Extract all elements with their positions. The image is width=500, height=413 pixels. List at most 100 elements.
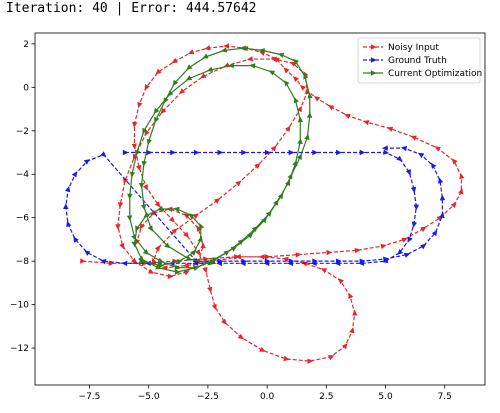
data-point-marker (283, 67, 290, 74)
data-point-marker (227, 62, 235, 69)
data-point-marker (313, 96, 321, 102)
data-point-marker (193, 265, 200, 271)
legend-item: Noisy Input (363, 43, 439, 53)
data-point-marker (273, 199, 279, 206)
data-point-marker (66, 220, 72, 228)
data-point-marker (100, 151, 107, 158)
data-point-marker (312, 149, 319, 156)
data-point-marker (303, 73, 309, 80)
data-point-marker (270, 56, 277, 62)
data-point-marker (277, 192, 284, 200)
legend-swatch-marker (370, 44, 377, 50)
data-point-marker (155, 68, 162, 75)
legend-swatch-marker (370, 57, 377, 63)
data-point-marker (134, 149, 141, 156)
data-point-marker (207, 286, 213, 293)
data-point-marker (157, 257, 164, 263)
data-point-marker (349, 327, 355, 334)
data-point-marker (209, 259, 216, 265)
data-point-marker (306, 111, 313, 118)
data-point-marker (283, 80, 290, 87)
data-point-marker (143, 212, 150, 218)
data-point-marker (254, 163, 261, 169)
legend-label: Noisy Input (388, 43, 439, 53)
series-current-optimization (126, 45, 313, 275)
data-point-marker (261, 217, 267, 224)
y-tick-label: −10 (10, 301, 29, 311)
data-point-marker (100, 259, 107, 265)
data-point-marker (352, 309, 358, 316)
data-point-marker (359, 149, 366, 156)
data-point-marker (230, 246, 237, 252)
data-point-marker (144, 84, 150, 91)
data-point-marker (292, 58, 299, 65)
data-point-marker (223, 43, 230, 49)
data-point-marker (186, 64, 193, 71)
data-point-marker (420, 243, 427, 250)
data-point-marker (203, 256, 210, 262)
data-point-marker (153, 107, 160, 115)
data-point-marker (129, 171, 136, 178)
data-point-marker (264, 258, 271, 264)
data-point-marker (83, 159, 91, 165)
data-point-marker (451, 158, 458, 165)
data-point-marker (183, 231, 189, 238)
data-point-marker (148, 268, 155, 274)
x-tick-label: 5.0 (378, 392, 393, 402)
data-point-marker (380, 243, 387, 250)
y-tick-label: −12 (10, 344, 29, 354)
data-point-marker (420, 226, 427, 232)
data-point-marker (140, 204, 147, 211)
data-point-marker (312, 258, 319, 264)
series-line (82, 45, 462, 362)
data-point-marker (174, 269, 181, 275)
data-point-marker (131, 257, 138, 264)
data-point-marker (172, 79, 179, 86)
data-point-marker (241, 258, 248, 264)
data-point-marker (337, 278, 344, 285)
data-point-marker (239, 45, 246, 51)
data-point-marker (197, 235, 203, 243)
data-point-marker (235, 253, 242, 260)
data-point-marker (327, 105, 335, 111)
data-point-marker (268, 70, 276, 76)
data-point-marker (138, 182, 145, 189)
data-point-marker (64, 185, 71, 193)
legend-item: Ground Truth (363, 56, 447, 66)
data-point-marker (326, 249, 333, 256)
legend-swatch-marker (370, 70, 377, 76)
data-point-marker (217, 258, 224, 264)
data-point-marker (382, 149, 390, 155)
data-point-marker (217, 149, 224, 156)
data-point-marker (304, 133, 310, 141)
data-point-marker (154, 201, 161, 208)
data-point-marker (214, 198, 221, 204)
data-point-marker (359, 258, 366, 264)
data-point-marker (168, 216, 175, 223)
data-point-marker (146, 149, 153, 156)
data-point-marker (288, 149, 295, 156)
data-point-marker (284, 125, 291, 132)
y-tick-label: 2 (23, 40, 29, 50)
data-point-marker (142, 127, 148, 135)
data-point-marker (163, 97, 169, 104)
legend-label: Current Optimization (388, 69, 482, 79)
data-point-marker (80, 258, 86, 264)
data-point-marker (320, 268, 328, 274)
data-point-marker (158, 262, 165, 269)
data-point-marker (144, 129, 150, 137)
data-point-marker (145, 260, 151, 267)
data-point-marker (139, 223, 146, 230)
data-point-marker (117, 202, 124, 209)
data-point-marker (417, 152, 425, 159)
data-point-marker (119, 242, 125, 250)
x-tick-label: 0.0 (260, 392, 275, 402)
y-tick-label: −4 (16, 170, 30, 180)
data-point-marker (195, 249, 201, 256)
data-point-marker (154, 116, 160, 124)
data-point-marker (295, 252, 302, 258)
data-point-marker (167, 273, 174, 280)
data-point-marker (285, 179, 290, 187)
data-point-marker (200, 242, 206, 249)
y-tick-label: 0 (23, 83, 29, 93)
